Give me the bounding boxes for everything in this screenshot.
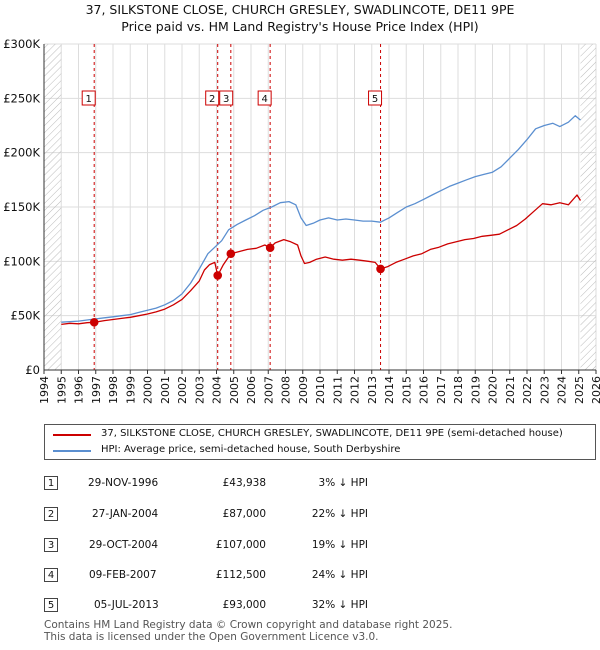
transaction-date: 05-JUL-2013 xyxy=(94,599,159,611)
sale-point xyxy=(376,264,385,274)
transaction-row: 3 29-OCT-2004 £107,000 19% ↓ HPI xyxy=(0,536,600,556)
y-tick-label: £300K xyxy=(3,37,40,51)
x-tick-label: 2004 xyxy=(211,376,224,404)
sale-label-number: 3 xyxy=(223,94,229,105)
transaction-row: 4 09-FEB-2007 £112,500 24% ↓ HPI xyxy=(0,566,600,586)
transaction-marker-id: 3 xyxy=(44,538,58,552)
transaction-hpi: 19% ↓ HPI xyxy=(311,539,368,551)
footer-note: Contains HM Land Registry data © Crown c… xyxy=(44,619,452,643)
transaction-date: 29-OCT-2004 xyxy=(89,539,158,551)
transaction-price: £87,000 xyxy=(222,508,266,520)
x-tick-label: 2015 xyxy=(400,376,413,404)
legend-property-label: 37, SILKSTONE CLOSE, CHURCH GRESLEY, SWA… xyxy=(101,428,563,439)
x-tick-label: 2006 xyxy=(245,376,258,404)
y-tick-label: £150K xyxy=(3,200,40,214)
x-tick-label: 2011 xyxy=(331,376,344,404)
forecast-hatch xyxy=(580,44,596,370)
x-tick-label: 2016 xyxy=(418,376,431,404)
chart-legend: 37, SILKSTONE CLOSE, CHURCH GRESLEY, SWA… xyxy=(44,424,596,460)
legend-property-swatch xyxy=(53,434,91,436)
property-price-line xyxy=(61,194,582,326)
x-tick-label: 1996 xyxy=(73,376,86,404)
x-tick-label: 2017 xyxy=(435,376,448,404)
chart-title-line1: 37, SILKSTONE CLOSE, CHURCH GRESLEY, SWA… xyxy=(85,2,515,17)
transaction-price: £43,938 xyxy=(222,477,266,489)
x-tick-label: 2021 xyxy=(504,376,517,404)
sale-label-number: 1 xyxy=(86,94,92,105)
x-tick-label: 2014 xyxy=(383,376,396,404)
x-tick-label: 2020 xyxy=(487,376,500,404)
transaction-hpi: 22% ↓ HPI xyxy=(311,508,368,520)
transaction-marker-id: 4 xyxy=(44,568,58,582)
transaction-marker-id: 1 xyxy=(44,476,58,490)
sale-label-box xyxy=(81,90,96,106)
sale-label-box xyxy=(205,90,220,106)
sale-label-number: 4 xyxy=(261,94,267,105)
x-tick-label: 2009 xyxy=(297,376,310,404)
transaction-marker-id: 5 xyxy=(44,598,58,612)
chart-title-line2: Price paid vs. HM Land Registry's House … xyxy=(121,19,479,34)
transaction-row: 1 29-NOV-1996 £43,938 3% ↓ HPI xyxy=(0,474,600,494)
transaction-row: 5 05-JUL-2013 £93,000 32% ↓ HPI xyxy=(0,596,600,616)
x-tick-label: 1999 xyxy=(124,376,137,404)
transaction-hpi: 32% ↓ HPI xyxy=(311,599,368,611)
x-tick-label: 2025 xyxy=(573,376,586,404)
x-tick-label: 2003 xyxy=(193,376,206,404)
x-tick-label: 2005 xyxy=(228,376,241,404)
x-tick-label: 2010 xyxy=(314,376,327,404)
transaction-marker-id: 2 xyxy=(44,507,58,521)
sale-label-number: 2 xyxy=(209,94,215,105)
x-tick-label: 2007 xyxy=(262,376,275,404)
x-tick-label: 2019 xyxy=(469,376,482,404)
transaction-date: 09-FEB-2007 xyxy=(89,569,157,581)
x-tick-label: 2008 xyxy=(280,376,293,404)
x-tick-label: 2012 xyxy=(349,376,362,404)
transaction-date: 29-NOV-1996 xyxy=(88,477,159,489)
sale-point xyxy=(213,271,223,280)
x-tick-label: 2024 xyxy=(556,376,569,404)
sale-point xyxy=(265,243,275,253)
pre-data-hatch xyxy=(44,44,62,370)
x-tick-label: 2023 xyxy=(538,376,551,404)
sale-label-box xyxy=(257,90,272,106)
x-tick-label: 1997 xyxy=(90,376,103,404)
transaction-row: 2 27-JAN-2004 £87,000 22% ↓ HPI xyxy=(0,505,600,525)
y-tick-label: £250K xyxy=(3,91,40,105)
footer-licence: This data is licensed under the Open Gov… xyxy=(44,631,379,643)
x-tick-label: 2002 xyxy=(176,376,189,404)
x-tick-label: 2000 xyxy=(142,376,155,404)
transaction-price: £112,500 xyxy=(215,569,266,581)
transaction-price: £107,000 xyxy=(215,539,266,551)
x-tick-label: 2026 xyxy=(590,376,600,404)
transaction-hpi: 24% ↓ HPI xyxy=(311,569,368,581)
footer-copyright: Contains HM Land Registry data © Crown c… xyxy=(44,619,453,631)
legend-hpi-label: HPI: Average price, semi-detached house,… xyxy=(101,444,401,455)
legend-hpi-swatch xyxy=(53,450,91,452)
sale-label-box xyxy=(368,90,383,106)
sale-point xyxy=(226,249,236,259)
transaction-price: £93,000 xyxy=(222,599,266,611)
x-tick-label: 1995 xyxy=(55,376,68,404)
x-tick-label: 2001 xyxy=(159,376,172,404)
x-tick-label: 1994 xyxy=(38,376,51,404)
transaction-hpi: 3% ↓ HPI xyxy=(318,477,368,489)
hpi-line xyxy=(61,115,581,323)
transaction-date: 27-JAN-2004 xyxy=(92,508,159,520)
y-tick-label: £100K xyxy=(3,254,40,268)
sale-label-box xyxy=(219,90,234,106)
sale-point xyxy=(89,317,99,327)
y-tick-label: £200K xyxy=(3,146,40,160)
x-tick-label: 2013 xyxy=(366,376,379,404)
sale-label-number: 5 xyxy=(372,94,378,105)
x-tick-label: 1998 xyxy=(107,376,120,404)
y-tick-label: £50K xyxy=(11,309,41,323)
x-tick-label: 2018 xyxy=(452,376,465,404)
y-tick-label: £0 xyxy=(25,363,40,377)
x-tick-label: 2022 xyxy=(521,376,534,404)
